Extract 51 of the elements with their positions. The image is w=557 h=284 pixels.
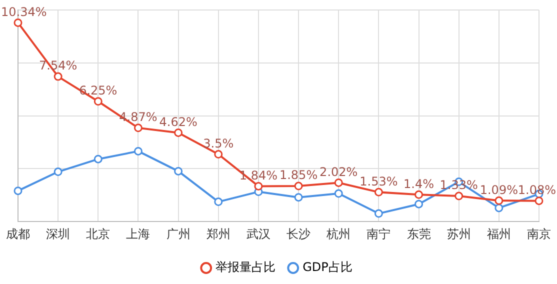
point (374, 188, 383, 196)
x-tick-label: 东莞 (406, 226, 431, 241)
point (534, 196, 544, 206)
x-tick-label: 广州 (166, 226, 190, 241)
point (494, 204, 504, 212)
point (174, 128, 183, 137)
x-tick-label: 深圳 (46, 226, 70, 241)
point (174, 166, 183, 176)
point (134, 124, 142, 132)
point (134, 146, 142, 156)
point (454, 192, 464, 200)
point (94, 154, 102, 164)
point (334, 178, 343, 187)
point (254, 182, 263, 190)
point (414, 190, 424, 199)
x-tick-label: 福州 (486, 226, 511, 241)
point (214, 198, 223, 206)
point (414, 200, 424, 208)
data-label: 1.53% (360, 174, 398, 188)
x-tick-label: 杭州 (326, 226, 351, 241)
data-label: 1.85% (279, 168, 318, 182)
x-tick-label: 南京 (527, 226, 551, 241)
x-tick-label: 上海 (126, 226, 150, 241)
point (214, 150, 223, 159)
data-label: 10.34% (0, 4, 47, 19)
x-tick-label: 南宁 (366, 226, 391, 241)
x-tick-label: 郑州 (206, 226, 230, 241)
data-label: 1.09% (480, 182, 518, 197)
data-label: 4.62% (159, 114, 198, 129)
point (374, 209, 383, 218)
legend-label: GDP占比 (302, 260, 352, 274)
point (294, 182, 303, 190)
data-label: 3.5% (203, 136, 234, 150)
point (54, 72, 62, 81)
point (334, 189, 343, 198)
x-tick-label: 武汉 (246, 226, 270, 241)
x-tick-label: 成都 (6, 226, 30, 241)
data-label: 2.02% (320, 164, 358, 179)
data-label: 1.4% (404, 176, 434, 191)
point (94, 97, 102, 106)
x-tick-label: 长沙 (286, 226, 311, 241)
x-tick-label: 北京 (86, 226, 110, 241)
point (54, 168, 62, 176)
data-label: 1.08% (518, 182, 556, 197)
x-tick-label: 苏州 (446, 226, 471, 241)
point (294, 193, 303, 202)
point (14, 18, 22, 27)
data-label: 6.25% (79, 84, 118, 98)
point (14, 186, 22, 196)
legend-label: 举报量占比 (216, 260, 276, 274)
point (494, 196, 504, 205)
